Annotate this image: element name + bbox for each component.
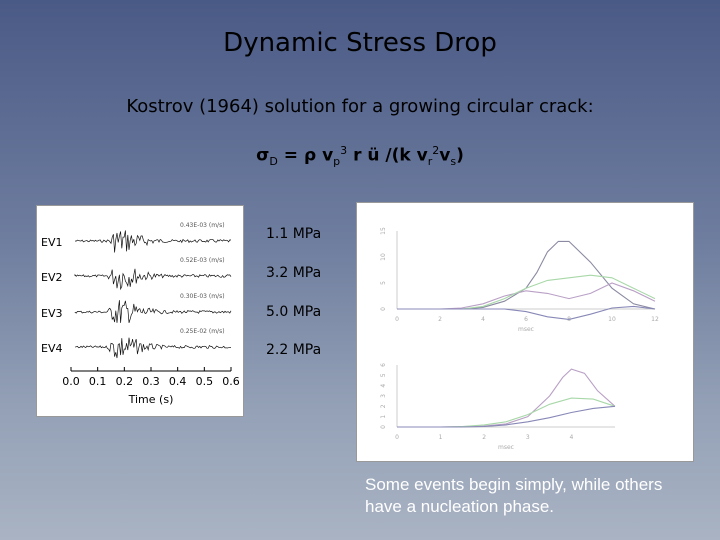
plot2-y-tick-2: 2 bbox=[380, 404, 387, 408]
slide-title: Dynamic Stress Drop bbox=[223, 28, 497, 58]
kostrov-formula: σD = ρ vp3 r ü /(k vr2vs) bbox=[0, 144, 720, 168]
plot2-series-2 bbox=[397, 397, 616, 428]
time-tick-label-1: 0.1 bbox=[89, 375, 107, 388]
waveform-1 bbox=[74, 230, 232, 253]
cube-superscript: 3 bbox=[340, 144, 348, 157]
waveform-2 bbox=[74, 268, 232, 291]
plot2-x-tick-1: 1 bbox=[439, 434, 443, 441]
time-tick-label-5: 0.5 bbox=[196, 375, 214, 388]
amplitude-label-2: 0.52E-03 (m/s) bbox=[180, 257, 225, 264]
plot1-x-tick-0: 0 bbox=[395, 316, 399, 323]
velocity-v: v bbox=[322, 145, 334, 166]
stress-drop-ev3: 5.0 MPa bbox=[266, 304, 322, 320]
velocity-vs: v bbox=[439, 145, 451, 166]
time-tick-label-0: 0.0 bbox=[62, 375, 80, 388]
radius-r: r bbox=[353, 145, 362, 166]
stress-drop-ev2: 3.2 MPa bbox=[266, 265, 322, 281]
plot2-y-tick-4: 4 bbox=[380, 384, 387, 388]
time-tick-label-3: 0.3 bbox=[142, 375, 160, 388]
amplitude-label-3: 0.30E-03 (m/s) bbox=[180, 293, 225, 300]
event-label-4: EV4 bbox=[41, 342, 62, 355]
plot1-series-4 bbox=[397, 305, 656, 320]
plot2-x-tick-3: 3 bbox=[526, 434, 530, 441]
plot1-x-label: msec bbox=[518, 326, 534, 333]
waveform-4 bbox=[74, 337, 232, 359]
rho-symbol: ρ bbox=[303, 145, 317, 166]
plot2-y-tick-3: 3 bbox=[380, 394, 387, 398]
event-label-1: EV1 bbox=[41, 236, 62, 249]
sigma-subscript: D bbox=[269, 155, 278, 169]
close-paren: ) bbox=[456, 145, 464, 166]
plot1-y-tick-0: 0 bbox=[380, 307, 387, 311]
plot1-x-tick-3: 6 bbox=[524, 316, 528, 323]
plot1-y-tick-1: 5 bbox=[380, 281, 387, 285]
plot1-x-tick-2: 4 bbox=[481, 316, 485, 323]
plot2-y-tick-0: 0 bbox=[380, 425, 387, 429]
plot1-series-2 bbox=[397, 282, 656, 310]
plot1-x-tick-5: 10 bbox=[608, 316, 616, 323]
plot1-x-tick-1: 2 bbox=[438, 316, 442, 323]
slide-subtitle: Kostrov (1964) solution for a growing ci… bbox=[126, 96, 594, 117]
plot2-x-tick-2: 2 bbox=[482, 434, 486, 441]
time-tick-label-2: 0.2 bbox=[116, 375, 134, 388]
time-axis-label: Time (s) bbox=[128, 393, 174, 406]
divisor: /(k v bbox=[385, 145, 428, 166]
stress-drop-ev1: 1.1 MPa bbox=[266, 226, 322, 242]
caption: Some events begin simply, while others h… bbox=[365, 475, 663, 516]
plot2-series-3 bbox=[397, 405, 616, 428]
sigma-symbol: σ bbox=[256, 145, 270, 166]
plot1-y-tick-2: 10 bbox=[380, 253, 387, 261]
plot1-series-3 bbox=[397, 274, 656, 310]
event-label-3: EV3 bbox=[41, 307, 62, 320]
square-superscript: 2 bbox=[432, 144, 440, 157]
s-subscript: s bbox=[450, 155, 457, 169]
waveform-3 bbox=[74, 300, 232, 324]
r-subscript: r bbox=[427, 155, 433, 169]
plot2-x-label: msec bbox=[498, 444, 514, 451]
event-label-2: EV2 bbox=[41, 271, 62, 284]
acceleration-u: ü bbox=[367, 145, 380, 166]
plot1-series-1 bbox=[397, 240, 656, 310]
plot2-y-tick-6: 6 bbox=[380, 363, 387, 367]
plot1-y-tick-3: 15 bbox=[380, 227, 387, 235]
plot2-x-tick-0: 0 bbox=[395, 434, 399, 441]
seismogram-panel: EV1 0.43E-03 (m/s) EV2 0.52E-03 (m/s) EV3 0.3… bbox=[36, 205, 244, 417]
amplitude-label-1: 0.43E-03 (m/s) bbox=[180, 222, 225, 229]
seismogram-plot: EV1 0.43E-03 (m/s) EV2 0.52E-03 (m/s) EV3 0.3… bbox=[41, 222, 240, 406]
moment-rate-panel: 0 2 4 6 8 10 12 0 5 10 15 msec 0 1 2 3 4 0 1 2 3 4 5 6 msec bbox=[356, 202, 694, 462]
stress-drop-ev4: 2.2 MPa bbox=[266, 342, 322, 358]
amplitude-label-4: 0.25E-02 (m/s) bbox=[180, 328, 225, 335]
p-subscript: p bbox=[333, 155, 341, 169]
time-tick-label-6: 0.6 bbox=[222, 375, 240, 388]
plot2-x-tick-4: 4 bbox=[569, 434, 573, 441]
plot2-y-tick-5: 5 bbox=[380, 373, 387, 377]
time-tick-label-4: 0.4 bbox=[169, 375, 187, 388]
plot2-y-tick-1: 1 bbox=[380, 415, 387, 419]
plot1-x-tick-6: 12 bbox=[651, 316, 659, 323]
equals-sign: = bbox=[283, 145, 299, 166]
